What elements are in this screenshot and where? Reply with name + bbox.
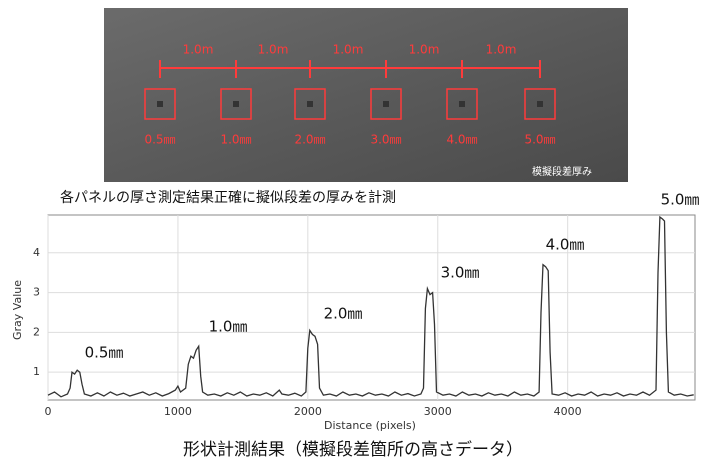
x-tick-label: 0 — [45, 405, 52, 418]
x-tick-label: 1000 — [164, 405, 192, 418]
marker-label: 1.0㎜ — [220, 133, 251, 147]
peak-label: 5.0㎜ — [661, 191, 700, 209]
y-tick-label: 2 — [33, 325, 40, 338]
x-tick-label: 2000 — [294, 405, 322, 418]
photo — [104, 8, 628, 182]
x-tick-label: 3000 — [424, 405, 452, 418]
marker-frame — [370, 88, 402, 120]
marker-frame — [524, 88, 556, 120]
photo-caption: 模擬段差厚み — [532, 165, 592, 178]
spacing-label: 1.0m — [183, 43, 214, 57]
caption: 形状計測結果（模擬段差箇所の高さデータ） — [183, 439, 523, 460]
marker — [537, 101, 543, 107]
y-axis-label: Gray Value — [11, 280, 24, 340]
spacing-label: 1.0m — [333, 43, 364, 57]
x-axis-label: Distance (pixels) — [324, 419, 416, 432]
marker-label: 0.5㎜ — [144, 133, 175, 147]
marker-frame — [446, 88, 478, 120]
marker — [307, 101, 313, 107]
y-tick-label: 3 — [33, 286, 40, 299]
marker — [383, 101, 389, 107]
marker-label: 4.0㎜ — [446, 133, 477, 147]
marker — [233, 101, 239, 107]
heading: 各パネルの厚さ測定結果正確に擬似段差の厚みを計測 — [60, 190, 396, 206]
y-tick-label: 4 — [33, 246, 40, 259]
marker-label: 5.0㎜ — [524, 133, 555, 147]
spacing-label: 1.0m — [409, 43, 440, 57]
x-tick-label: 4000 — [554, 405, 582, 418]
spacing-label: 1.0m — [486, 43, 517, 57]
spacing-label: 1.0m — [258, 43, 289, 57]
peak-label: 4.0㎜ — [546, 236, 585, 254]
peak-label: 2.0㎜ — [324, 305, 363, 323]
marker-label: 3.0㎜ — [370, 133, 401, 147]
marker — [157, 101, 163, 107]
marker-frame — [144, 88, 176, 120]
peak-label: 1.0㎜ — [209, 318, 248, 336]
marker-frame — [294, 88, 326, 120]
peak-label: 0.5㎜ — [85, 344, 124, 362]
marker — [459, 101, 465, 107]
y-tick-label: 1 — [33, 365, 40, 378]
plot-area — [47, 214, 696, 401]
marker-label: 2.0㎜ — [294, 133, 325, 147]
marker-frame — [220, 88, 252, 120]
peak-label: 3.0㎜ — [441, 264, 480, 282]
data-line — [47, 215, 694, 398]
